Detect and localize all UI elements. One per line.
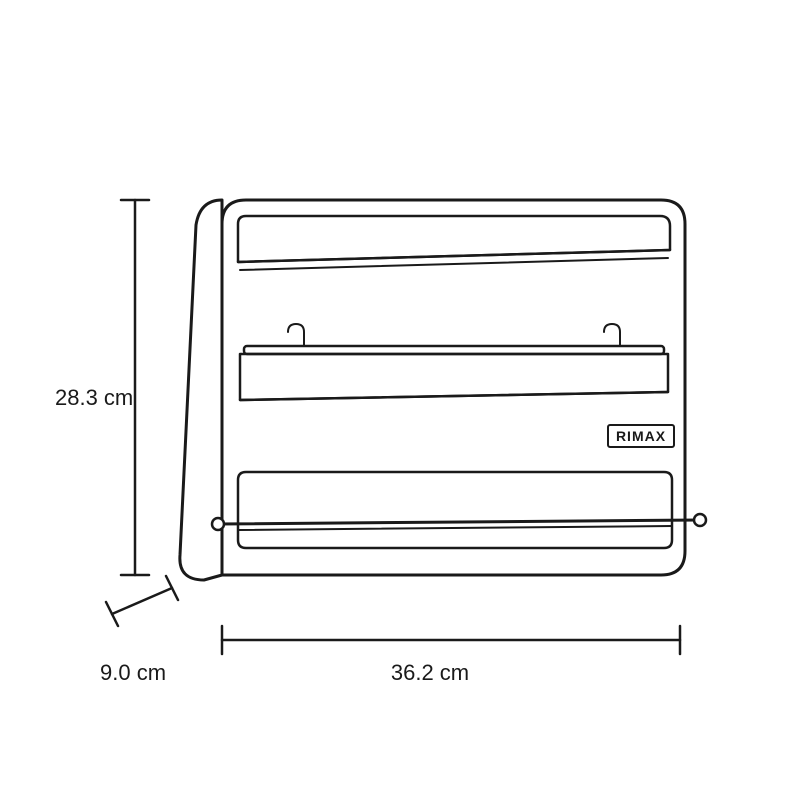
dim-height-label: 28.3 cm bbox=[55, 385, 133, 410]
dimension-diagram: RIMAX 28.3 cm 9.0 cm 36.2 cm bbox=[0, 0, 800, 800]
dim-width bbox=[222, 626, 680, 654]
towel-bar bbox=[218, 520, 700, 524]
lower-opening bbox=[212, 472, 706, 548]
dim-depth bbox=[106, 576, 178, 626]
brand-label: RIMAX bbox=[616, 428, 666, 444]
top-shelf bbox=[238, 216, 670, 270]
dim-width-label: 36.2 cm bbox=[391, 660, 469, 685]
product-outline bbox=[180, 200, 706, 580]
middle-shelf bbox=[240, 324, 668, 400]
dimension-lines bbox=[106, 200, 680, 654]
dim-depth-label: 9.0 cm bbox=[100, 660, 166, 685]
